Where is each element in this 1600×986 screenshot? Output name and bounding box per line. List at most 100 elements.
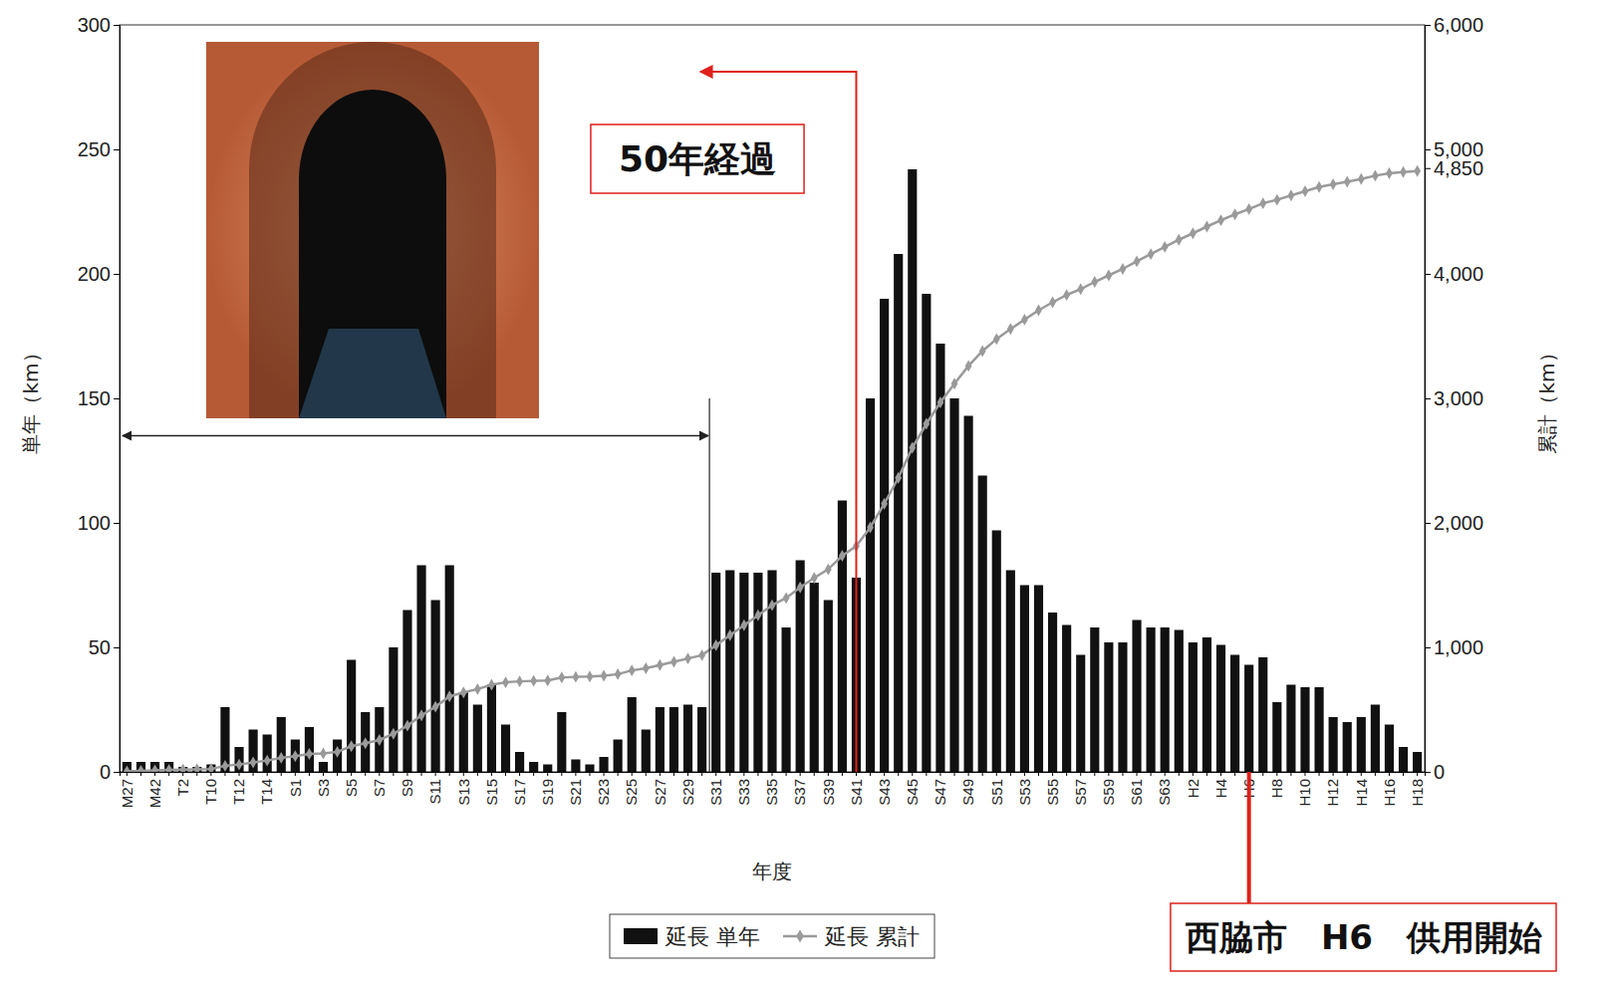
y2-axis: 01,0002,0003,0004,0004,8505,0006,000 [1424, 13, 1484, 784]
plot-area [122, 165, 1422, 773]
x-tick [280, 772, 282, 777]
y-tick-mark [113, 523, 120, 525]
x-tick-mark [477, 772, 479, 777]
x-tick-mark [786, 772, 788, 777]
x-tick: H14 [1352, 772, 1370, 807]
x-tick-label: H12 [1324, 779, 1341, 807]
marker [347, 740, 355, 753]
x-tick-mark [1150, 772, 1152, 777]
y2-tick: 1,000 [1424, 636, 1484, 659]
y2-tick-label: 4,850 [1433, 157, 1484, 180]
x-axis-title: 年度 [752, 859, 793, 884]
x-tick: S41 [847, 772, 865, 806]
x-tick-mark [1024, 772, 1026, 777]
x-tick-label: S49 [959, 779, 977, 806]
x-tick [1038, 772, 1040, 777]
x-tick-label: S21 [566, 779, 584, 806]
marker [740, 619, 748, 632]
bar [964, 416, 974, 774]
x-tick-mark [897, 772, 899, 777]
x-tick-mark [813, 772, 815, 777]
x-tick-mark [1093, 772, 1095, 777]
x-tick-label: S15 [483, 779, 501, 806]
marker [1161, 241, 1169, 254]
x-tick-mark [126, 772, 128, 777]
x-tick: S49 [959, 772, 977, 806]
span-arrow [122, 435, 709, 438]
bar [542, 765, 552, 774]
x-tick-mark [1402, 772, 1404, 777]
y2-tick-label: 2,000 [1433, 512, 1484, 534]
bar [1314, 687, 1324, 773]
photo [206, 41, 539, 419]
y-tick-label: 250 [77, 138, 111, 161]
bar [431, 600, 441, 774]
x-tick-label: M42 [146, 779, 164, 808]
x-tick [869, 772, 871, 777]
x-tick: S5 [342, 772, 360, 798]
marker [291, 750, 299, 763]
annotation-box [590, 124, 804, 194]
x-tick-mark [560, 772, 562, 777]
y2-tick: 3,000 [1424, 387, 1484, 410]
x-tick-mark [855, 772, 857, 777]
x-tick [336, 772, 338, 777]
marker [193, 764, 201, 773]
marker [1119, 263, 1127, 275]
y-tick-mark [113, 647, 120, 649]
x-tick: S21 [566, 772, 584, 806]
x-tick-mark [729, 772, 731, 777]
x-tick: S57 [1071, 772, 1089, 806]
marker [502, 676, 510, 689]
x-tick-mark [659, 772, 661, 777]
marker [937, 396, 945, 409]
annotation-arrow [700, 71, 857, 773]
bar [1089, 627, 1099, 773]
x-tick-mark [1333, 772, 1334, 777]
y-tick: 200 [77, 263, 120, 285]
y2-tick-mark [1424, 149, 1431, 151]
x-tick-mark [546, 772, 548, 777]
x-tick [364, 772, 366, 777]
marker [432, 701, 440, 714]
y-tick-mark [113, 24, 120, 26]
x-tick: S15 [483, 772, 501, 806]
marker [769, 599, 777, 612]
bar [584, 765, 594, 774]
x-tick: S13 [455, 772, 473, 806]
marker [488, 679, 496, 692]
y-tick: 0 [99, 761, 120, 784]
x-tick-label: S43 [875, 779, 893, 806]
x-tick-label: H2 [1184, 779, 1202, 799]
bar [1230, 655, 1240, 774]
legend-marker [796, 929, 804, 943]
x-tick-mark [996, 772, 998, 777]
marker [726, 629, 734, 642]
x-tick [617, 772, 619, 777]
bar [1075, 655, 1085, 774]
x-tick-mark [140, 772, 142, 777]
marker [123, 766, 131, 773]
x-tick-mark [883, 772, 885, 777]
marker [1049, 296, 1057, 309]
x-tick: S7 [370, 772, 388, 798]
x-axis-line [120, 773, 1426, 778]
legend-label: 延長 累計 [823, 924, 920, 950]
bar [416, 565, 426, 774]
legend: 延長 単年延長 累計 [623, 924, 920, 950]
y2-tick-label: 0 [1433, 761, 1445, 784]
bar [837, 501, 847, 774]
x-tick-mark [1192, 772, 1194, 777]
marker [530, 675, 537, 688]
x-tick: T10 [202, 772, 220, 805]
x-tick-mark [1066, 772, 1067, 777]
bar [1020, 585, 1030, 774]
y-tick-mark [113, 398, 120, 400]
x-tick-label: H4 [1212, 779, 1230, 799]
x-tick-mark [1079, 772, 1081, 777]
x-tick-mark [1178, 772, 1180, 777]
x-tick: H12 [1324, 772, 1341, 807]
x-tick: S37 [791, 772, 808, 806]
bar [613, 740, 623, 774]
marker [894, 472, 902, 485]
